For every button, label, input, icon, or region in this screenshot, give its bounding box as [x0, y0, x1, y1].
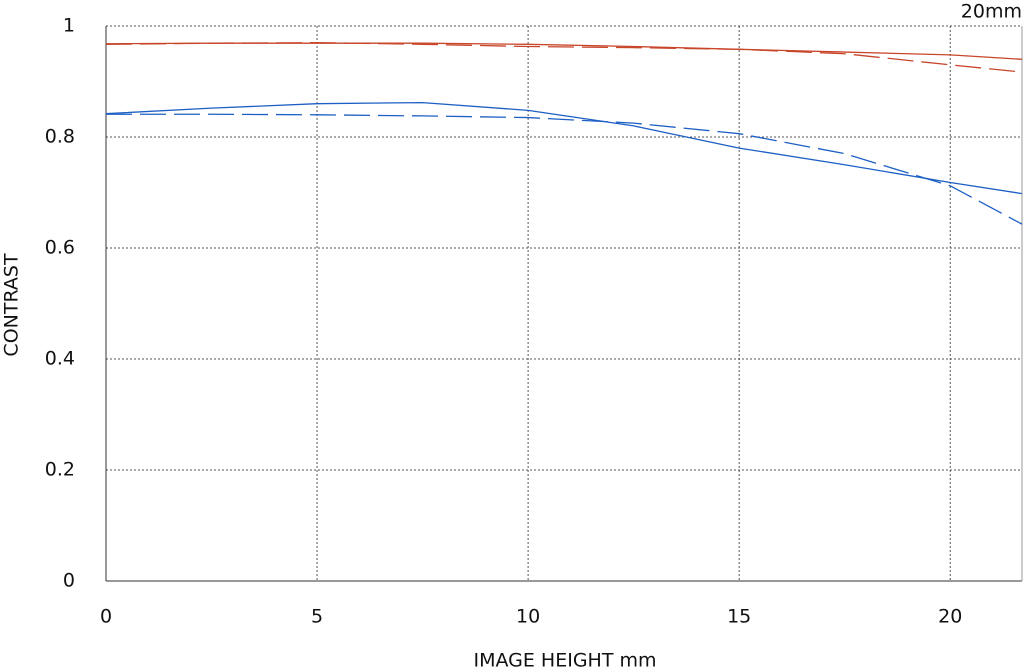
x-tick-label: 15: [727, 606, 751, 628]
y-tick-label: 0.6: [45, 237, 75, 259]
x-tick-label: 10: [516, 606, 540, 628]
y-tick-label: 0.8: [45, 126, 75, 148]
y-tick-label: 0: [63, 570, 75, 592]
y-tick-label: 0.2: [45, 459, 75, 481]
chart-title: 20mm: [961, 1, 1022, 23]
series-line: [105, 101, 1023, 195]
x-tick-label: 5: [311, 606, 323, 628]
series-line: [105, 42, 1023, 73]
x-axis-label: IMAGE HEIGHT mm: [474, 650, 657, 672]
y-tick-label: 0.4: [45, 348, 75, 370]
x-tick-label: 0: [100, 606, 112, 628]
y-tick-label: 1: [63, 15, 75, 37]
series-line: [105, 42, 1023, 60]
series-line: [106, 113, 1023, 225]
x-tick-label: 20: [938, 606, 962, 628]
y-axis-label: CONTRAST: [1, 253, 23, 357]
